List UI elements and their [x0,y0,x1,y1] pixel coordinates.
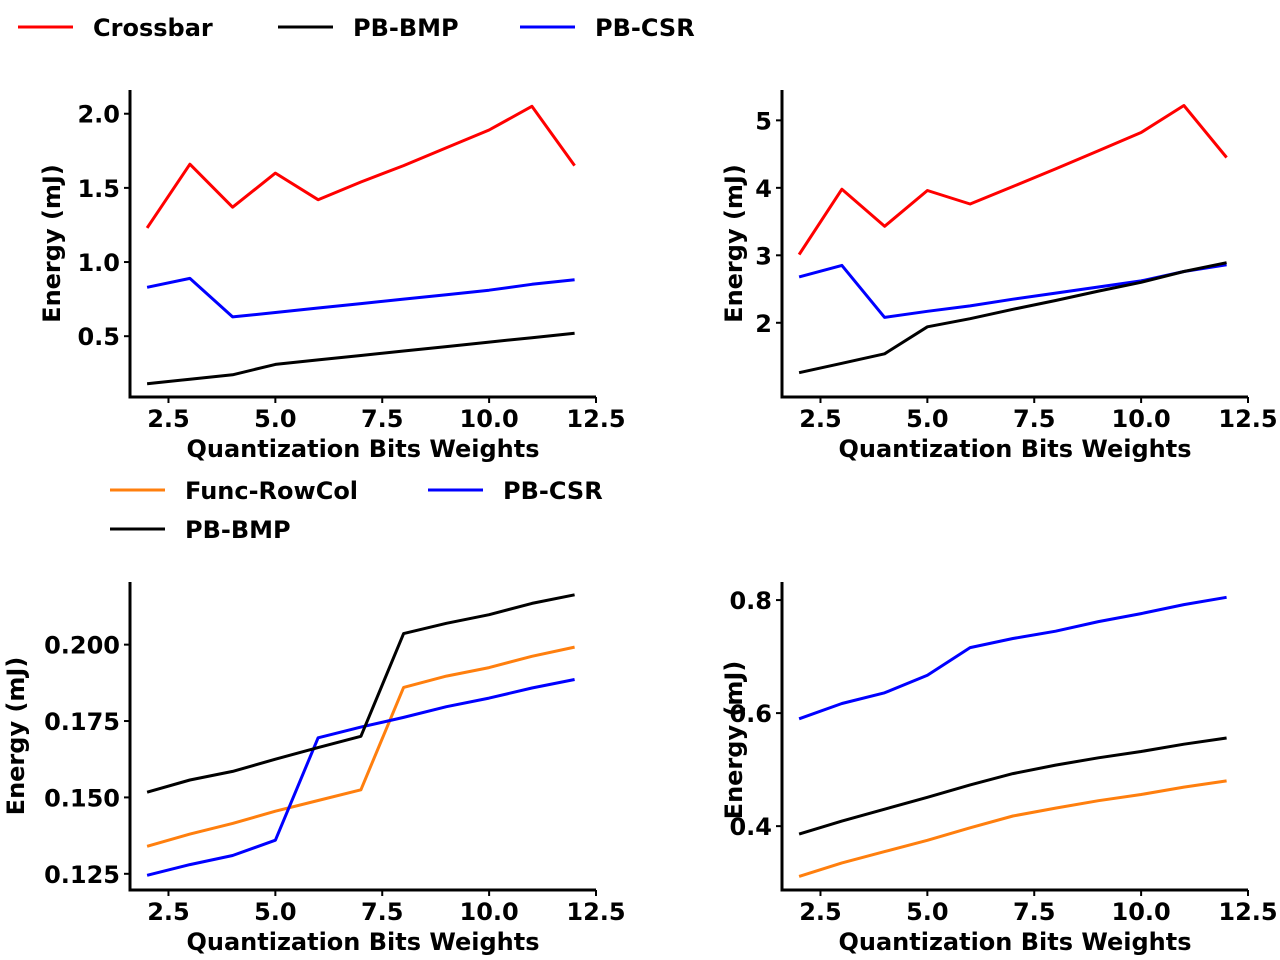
y-tick-label: 2 [755,310,772,338]
series-line-pb-bmp [798,736,1227,836]
x-tick-label: 5.0 [254,405,297,433]
y-tick-label: 1.0 [77,249,120,277]
legend-label: Func-RowCol [185,477,358,505]
x-tick-label: 2.5 [799,405,842,433]
series-line-func-rowcol [798,779,1227,878]
x-axis-label: Quantization Bits Weights [186,928,539,956]
x-tick-label: 2.5 [147,405,190,433]
y-tick-label: 0.125 [44,861,120,889]
series-line-pb-bmp [146,593,575,794]
y-tick-label: 0.4 [729,813,772,841]
series-line-func-rowcol [146,645,575,848]
y-axis-label: Energy (mJ) [2,657,30,816]
legend-item: Func-RowCol [110,477,358,505]
legend-label: PB-CSR [503,477,603,505]
x-tick-label: 10.0 [1112,405,1171,433]
y-tick-label: 0.8 [729,587,772,615]
y-tick-label: 3 [755,242,772,270]
legend-item: PB-BMP [110,516,291,544]
y-tick-label: 0.200 [44,632,120,660]
series-line-crossbar [797,104,1228,256]
y-axis-label: Energy (mJ) [720,164,748,323]
y-tick-label: 1.5 [77,175,120,203]
series-line-pb-csr [798,595,1227,721]
y-tick-label: 0.5 [77,323,120,351]
x-tick-label: 12.5 [566,898,625,926]
x-tick-label: 12.5 [1218,898,1277,926]
legend-item: PB-CSR [428,477,603,505]
chart-panel-2: 2.5 5.0 7.5 10.0 12.5 2 3 4 5 Quantization Bits W… [720,90,1278,463]
legend-2: Func-RowCol PB-CSR PB-BMP [110,477,603,544]
x-tick-label: 12.5 [1218,405,1277,433]
legend-item: Crossbar [18,14,213,42]
legend-item: PB-CSR [520,14,695,42]
y-tick-label: 0.150 [44,784,120,812]
x-tick-label: 7.5 [361,405,404,433]
x-tick-label: 10.0 [460,405,519,433]
series-line-pb-csr [146,276,575,319]
legend-label: PB-BMP [353,14,459,42]
legend-1: Crossbar PB-BMP PB-CSR [18,14,695,42]
x-tick-label: 10.0 [460,898,519,926]
y-tick-label: 0.175 [44,708,120,736]
series-line-pb-csr [146,678,575,877]
y-axis-label: Energy (mJ) [720,661,748,820]
legend-label: Crossbar [93,14,213,42]
y-tick-label: 0.6 [729,700,772,728]
y-tick-label: 4 [755,175,772,203]
x-axis-label: Quantization Bits Weights [186,435,539,463]
legend-label: PB-CSR [595,14,695,42]
legend-item: PB-BMP [278,14,459,42]
series-line-pb-bmp [798,261,1227,375]
x-tick-label: 7.5 [1013,405,1056,433]
y-tick-label: 2.0 [77,101,120,129]
x-tick-label: 5.0 [254,898,297,926]
chart-panel-4: 2.5 5.0 7.5 10.0 12.5 0.4 0.6 0.8 Quantization B… [720,582,1278,956]
x-tick-label: 12.5 [566,405,625,433]
x-tick-label: 7.5 [1013,898,1056,926]
x-tick-label: 10.0 [1112,898,1171,926]
chart-panel-3: 2.5 5.0 7.5 10.0 12.5 0.125 0.150 0.175 0.200 Qua… [2,582,626,956]
chart-panel-1: 2.5 5.0 7.5 10.0 12.5 0.5 1.0 1.5 2.0 Quantizatio… [38,90,626,463]
series-line-crossbar [145,104,576,229]
x-tick-label: 5.0 [906,898,949,926]
x-tick-label: 2.5 [147,898,190,926]
x-axis-label: Quantization Bits Weights [838,435,1191,463]
x-axis-label: Quantization Bits Weights [838,928,1191,956]
series-line-pb-bmp [146,331,575,386]
y-axis-label: Energy (mJ) [38,164,66,323]
x-tick-label: 5.0 [906,405,949,433]
x-tick-label: 7.5 [361,898,404,926]
x-tick-label: 2.5 [799,898,842,926]
legend-label: PB-BMP [185,516,291,544]
y-tick-label: 5 [755,107,772,135]
